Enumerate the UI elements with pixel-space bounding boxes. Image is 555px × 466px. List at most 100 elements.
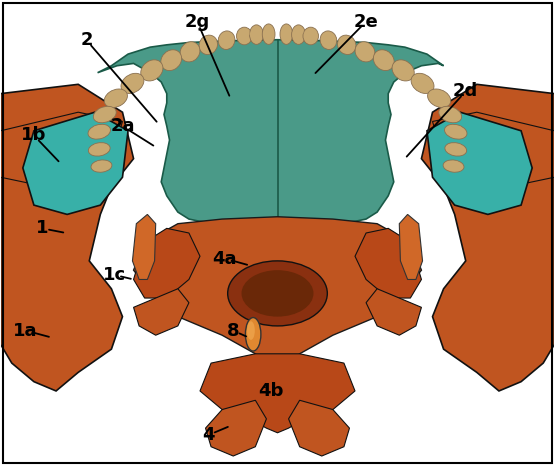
Ellipse shape: [456, 126, 462, 132]
Ellipse shape: [281, 28, 286, 34]
Ellipse shape: [144, 64, 152, 70]
Ellipse shape: [266, 28, 271, 34]
Text: 2a: 2a: [110, 117, 135, 135]
Ellipse shape: [296, 29, 301, 34]
Ellipse shape: [133, 77, 140, 83]
Polygon shape: [427, 112, 532, 214]
Polygon shape: [366, 289, 421, 335]
Text: 4b: 4b: [258, 382, 284, 400]
Ellipse shape: [456, 144, 462, 150]
Polygon shape: [200, 354, 355, 433]
Ellipse shape: [287, 28, 291, 34]
Ellipse shape: [180, 41, 200, 62]
Ellipse shape: [329, 34, 335, 40]
Text: 2d: 2d: [453, 82, 478, 100]
Ellipse shape: [419, 77, 426, 83]
Ellipse shape: [400, 64, 407, 70]
Ellipse shape: [355, 41, 375, 62]
Ellipse shape: [254, 29, 259, 34]
Ellipse shape: [93, 144, 99, 150]
Ellipse shape: [374, 50, 394, 70]
Ellipse shape: [347, 39, 354, 45]
Ellipse shape: [109, 92, 115, 98]
Ellipse shape: [186, 46, 194, 52]
Ellipse shape: [264, 28, 268, 34]
Ellipse shape: [320, 31, 337, 49]
Ellipse shape: [97, 144, 102, 150]
Ellipse shape: [358, 46, 365, 52]
Polygon shape: [134, 289, 189, 335]
Ellipse shape: [365, 46, 372, 52]
Ellipse shape: [340, 39, 346, 45]
Polygon shape: [355, 228, 421, 298]
Ellipse shape: [454, 161, 459, 166]
Ellipse shape: [308, 31, 314, 36]
Ellipse shape: [102, 109, 108, 115]
Ellipse shape: [432, 92, 438, 98]
Ellipse shape: [164, 54, 171, 60]
Ellipse shape: [445, 124, 467, 139]
Text: 1c: 1c: [103, 266, 126, 284]
Ellipse shape: [453, 126, 458, 132]
Ellipse shape: [443, 160, 464, 172]
Ellipse shape: [439, 106, 462, 123]
Text: 1: 1: [36, 219, 48, 237]
Ellipse shape: [93, 126, 99, 132]
Ellipse shape: [245, 31, 250, 36]
Ellipse shape: [227, 34, 233, 40]
Ellipse shape: [190, 46, 197, 52]
Ellipse shape: [104, 89, 128, 108]
Ellipse shape: [445, 143, 467, 156]
Polygon shape: [399, 214, 422, 280]
Ellipse shape: [121, 73, 144, 94]
Ellipse shape: [209, 39, 215, 45]
Text: 8: 8: [227, 322, 240, 340]
Ellipse shape: [269, 28, 274, 34]
Ellipse shape: [380, 54, 387, 60]
Ellipse shape: [440, 92, 446, 98]
Polygon shape: [98, 40, 443, 224]
Ellipse shape: [303, 27, 319, 45]
Ellipse shape: [228, 261, 327, 326]
Polygon shape: [134, 228, 200, 298]
Ellipse shape: [148, 64, 155, 70]
Ellipse shape: [97, 126, 102, 132]
Ellipse shape: [361, 46, 369, 52]
Ellipse shape: [224, 34, 229, 40]
Ellipse shape: [384, 54, 391, 60]
Ellipse shape: [305, 31, 310, 36]
Ellipse shape: [241, 31, 247, 36]
Ellipse shape: [376, 54, 384, 60]
Ellipse shape: [100, 144, 105, 150]
Text: 1b: 1b: [21, 126, 47, 144]
Ellipse shape: [344, 39, 350, 45]
Ellipse shape: [129, 77, 136, 83]
Polygon shape: [432, 112, 554, 186]
Ellipse shape: [251, 29, 256, 34]
Ellipse shape: [427, 89, 451, 108]
Ellipse shape: [423, 77, 430, 83]
Ellipse shape: [218, 31, 235, 49]
Ellipse shape: [88, 143, 110, 156]
Ellipse shape: [125, 77, 132, 83]
Ellipse shape: [294, 29, 298, 34]
Text: 4: 4: [202, 426, 215, 444]
Ellipse shape: [411, 73, 434, 94]
Ellipse shape: [250, 25, 264, 44]
Ellipse shape: [299, 29, 304, 34]
Ellipse shape: [451, 109, 457, 115]
Ellipse shape: [403, 64, 411, 70]
Ellipse shape: [117, 92, 123, 98]
Ellipse shape: [392, 60, 414, 81]
Ellipse shape: [171, 54, 179, 60]
Polygon shape: [23, 112, 128, 214]
Ellipse shape: [100, 126, 105, 132]
Polygon shape: [205, 400, 266, 456]
Ellipse shape: [337, 35, 356, 55]
Polygon shape: [133, 214, 156, 280]
Text: 2e: 2e: [354, 13, 379, 31]
Ellipse shape: [257, 29, 261, 34]
Ellipse shape: [96, 161, 101, 166]
Ellipse shape: [263, 24, 275, 44]
Ellipse shape: [443, 109, 450, 115]
